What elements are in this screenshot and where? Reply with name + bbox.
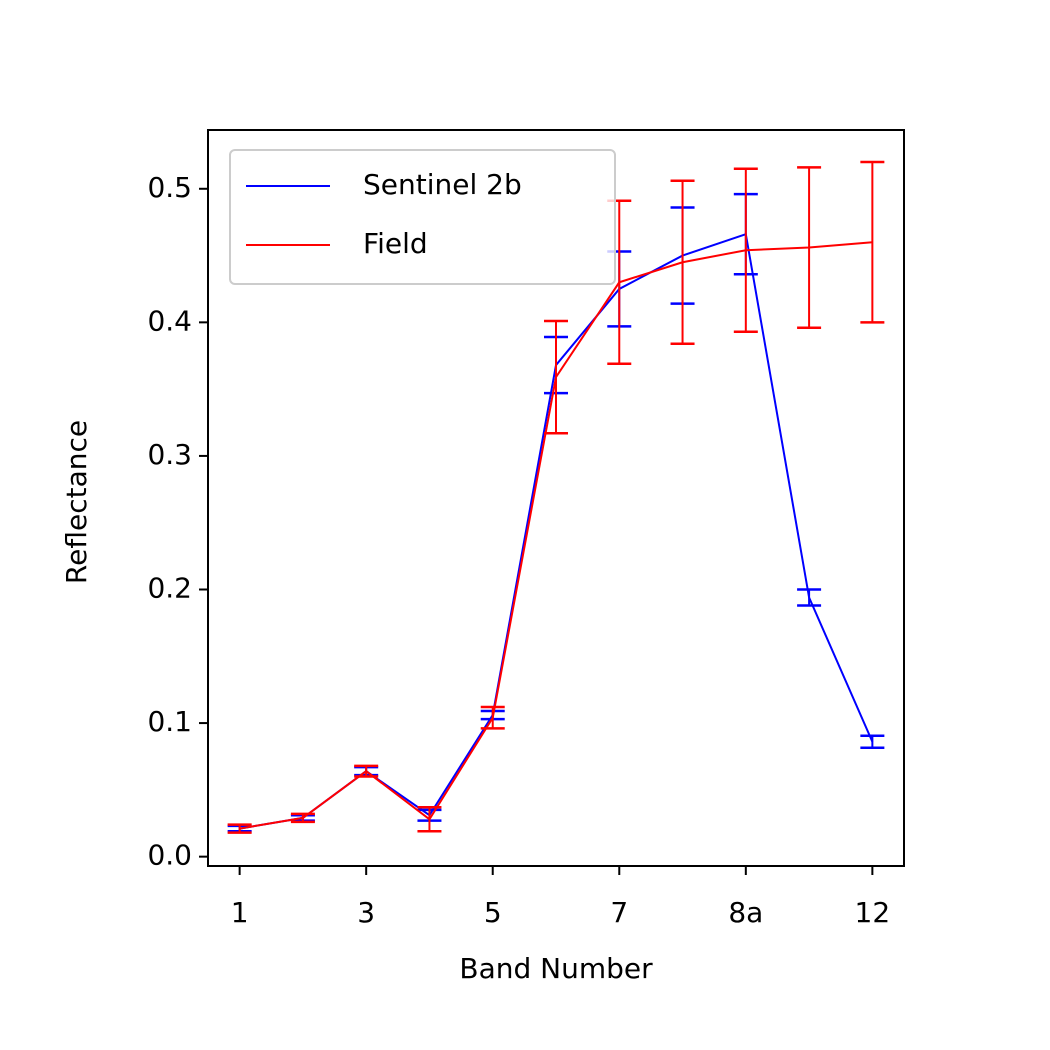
x-axis-label: Band Number [459, 952, 653, 985]
y-tick-label: 0.3 [147, 438, 192, 471]
y-tick-label: 0.4 [147, 304, 192, 337]
legend-label: Field [363, 227, 428, 260]
x-tick-label: 1 [231, 896, 249, 929]
x-tick-label: 3 [357, 896, 375, 929]
plot-frame [207, 129, 905, 867]
legend-box [229, 149, 616, 285]
y-axis-label: Reflectance [60, 420, 93, 584]
x-tick-label: 12 [855, 896, 891, 929]
x-tick-label: 5 [484, 896, 502, 929]
y-tick-label: 0.5 [147, 171, 192, 204]
x-tick-label: 8a [728, 896, 763, 929]
x-tick-label: 7 [610, 896, 628, 929]
y-tick-label: 0.0 [147, 839, 192, 872]
y-tick-label: 0.1 [147, 705, 192, 738]
legend-label: Sentinel 2b [363, 168, 522, 201]
y-tick-label: 0.2 [147, 571, 192, 604]
